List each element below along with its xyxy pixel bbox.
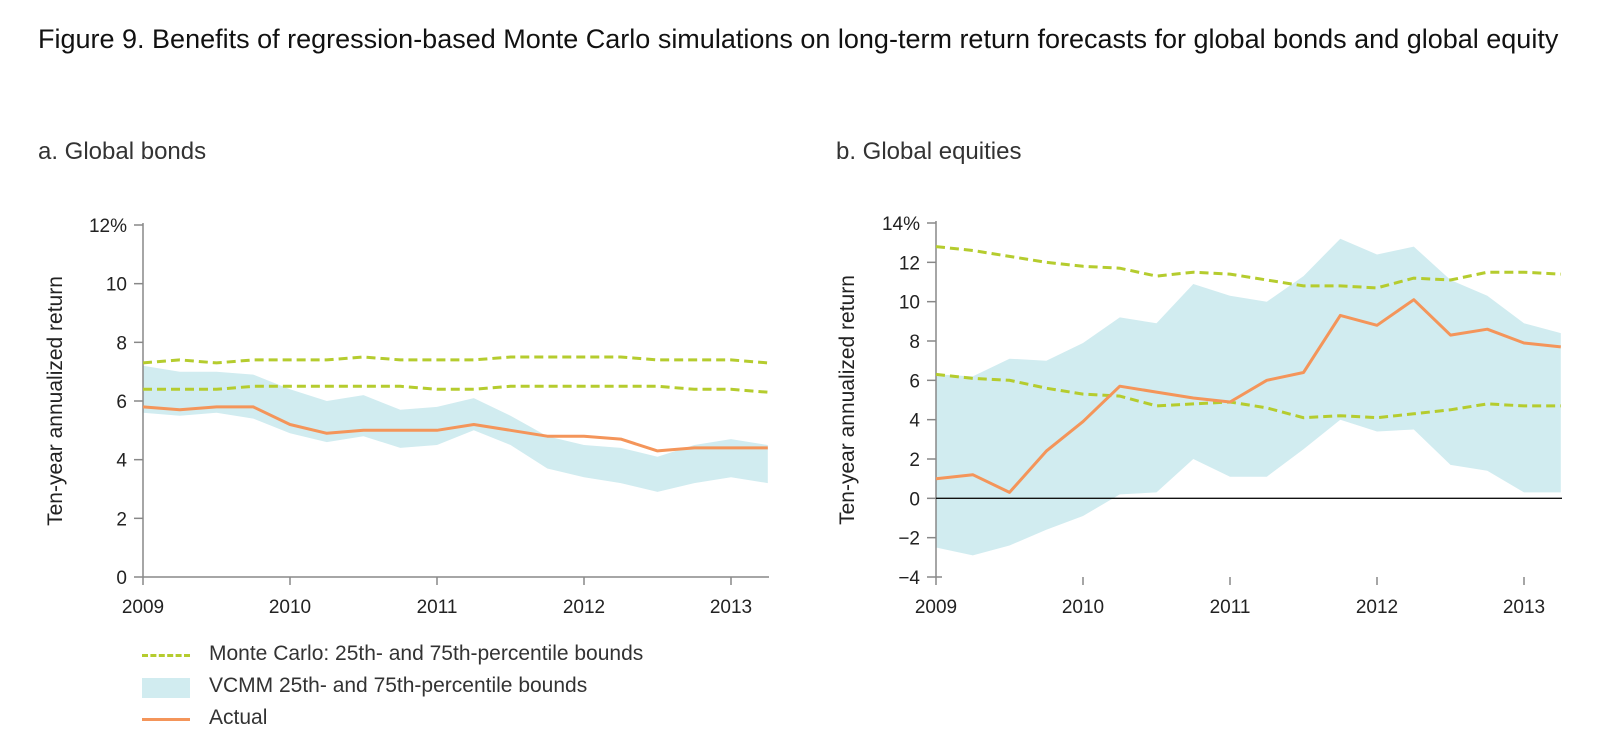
- panel-a-title: a. Global bonds: [38, 138, 207, 165]
- equities-vcmm-band: [936, 238, 1561, 556]
- equities-x-tick-label: 2011: [1210, 597, 1251, 618]
- equities-y-tick-label: 0: [909, 489, 920, 510]
- bonds-y-tick-label: 2: [116, 509, 127, 530]
- bonds-y-axis-title: Ten-year annualized return: [44, 276, 67, 526]
- bonds-mc-lower-line: [143, 384, 768, 394]
- bonds-x-tick-label: 2011: [417, 597, 458, 618]
- equities-y-tick-label: 8: [909, 332, 920, 353]
- bonds-y-tick-label: 12%: [89, 216, 127, 237]
- bonds-mc-upper-line: [142, 355, 768, 365]
- equities-y-tick-label: 14%: [882, 214, 920, 235]
- bonds-y-tick-label: 0: [116, 568, 127, 589]
- equities-x-tick-label: 2013: [1503, 597, 1545, 618]
- bonds-x-tick-label: 2009: [122, 597, 164, 618]
- panel-b-chart: −4 −2 0 2 4 6 8 10 12 14% 2009 2010 2011 2012 2013 Ten-…: [836, 214, 1562, 618]
- equities-x-tick-label: 2009: [915, 597, 957, 618]
- equities-y-tick-label: 10: [899, 293, 920, 314]
- equities-y-tick-label: 12: [899, 253, 920, 274]
- bonds-actual-line: [142, 405, 768, 453]
- equities-mc-upper-line: [935, 245, 1561, 290]
- legend-swatch-monte-carlo: [142, 654, 190, 657]
- panel-a-chart: 0 2 4 6 8 10 12% 2009 2010 2011 2012 2013 Ten-year a…: [44, 216, 769, 618]
- legend-label-vcmm: VCMM 25th- and 75th-percentile bounds: [209, 674, 588, 697]
- legend-label-monte-carlo: Monte Carlo: 25th- and 75th-percentile b…: [209, 642, 644, 665]
- bonds-y-tick-label: 10: [106, 275, 127, 296]
- equities-actual-line: [935, 298, 1561, 494]
- figure-title: Figure 9. Benefits of regression-based M…: [38, 24, 1559, 54]
- equities-mc-lower-line: [935, 372, 1561, 420]
- equities-y-axis-title: Ten-year annualized return: [836, 275, 859, 525]
- bonds-x-tick-label: 2013: [710, 597, 752, 618]
- bonds-x-tick-label: 2010: [269, 597, 311, 618]
- bonds-y-tick-label: 6: [116, 392, 127, 413]
- legend-swatch-actual: [142, 718, 190, 721]
- legend-label-actual: Actual: [209, 706, 268, 729]
- equities-y-tick-label: −2: [898, 529, 920, 550]
- bonds-y-tick-label: 8: [116, 333, 127, 354]
- legend-swatch-vcmm: [142, 678, 190, 698]
- equities-y-tick-label: 2: [909, 450, 920, 471]
- panel-b-title: b. Global equities: [836, 138, 1022, 165]
- bonds-x-tick-label: 2012: [563, 597, 605, 618]
- equities-y-tick-label: 6: [909, 371, 920, 392]
- equities-x-tick-label: 2012: [1356, 597, 1398, 618]
- equities-y-tick-label: −4: [898, 568, 920, 589]
- equities-x-tick-label: 2010: [1062, 597, 1104, 618]
- equities-y-tick-label: 4: [909, 411, 920, 432]
- bonds-y-tick-label: 4: [116, 451, 127, 472]
